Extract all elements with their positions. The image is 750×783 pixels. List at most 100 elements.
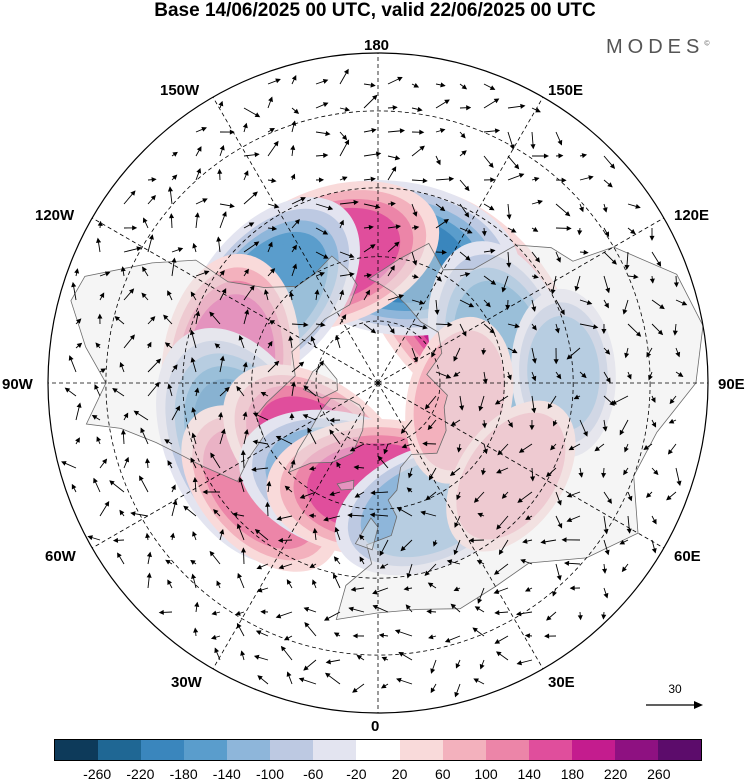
wind-vector-head — [530, 476, 536, 482]
wind-vector-head — [441, 249, 447, 255]
wind-vector-head — [490, 279, 497, 285]
wind-vector-head — [464, 212, 470, 218]
wind-vector-head — [172, 364, 178, 370]
wind-vector-head — [252, 191, 258, 197]
wind-vector-head — [275, 78, 281, 84]
land-outline — [336, 479, 355, 491]
wind-vector-head — [488, 205, 495, 211]
wind-vector-head — [516, 660, 523, 666]
wind-vector-head — [175, 405, 180, 412]
lon-label-120w: 120W — [35, 207, 75, 224]
wind-vector-head — [238, 476, 244, 483]
colorbar-swatch — [528, 740, 572, 760]
wind-vector-head — [556, 500, 562, 506]
wind-vector-head — [514, 323, 520, 329]
wind-vector-head — [167, 186, 173, 192]
wind-vector-head — [194, 387, 200, 393]
wind-vector-head — [354, 492, 361, 498]
wind-vector-head — [514, 163, 520, 170]
wind-vector-head — [465, 255, 471, 261]
wind-vector-head — [619, 539, 626, 545]
wind-vector-head — [209, 550, 215, 557]
wind-vector-head — [99, 292, 105, 298]
wind-vector-head — [593, 324, 599, 330]
wind-vector-head — [353, 199, 359, 205]
wind-vector-head — [253, 241, 260, 247]
land-outline — [354, 517, 379, 551]
wind-vector-head — [439, 206, 446, 212]
wind-vector-head — [479, 663, 485, 670]
wind-vector-head — [490, 177, 496, 183]
wind-vector-head — [141, 292, 147, 299]
wind-vector-head — [370, 328, 377, 334]
wind-vector-head — [370, 176, 376, 182]
wind-vector-head — [417, 106, 423, 112]
wind-vector-head — [146, 341, 152, 348]
reference-arrow — [646, 701, 703, 709]
wind-vector-head — [320, 322, 326, 328]
wind-vector-head — [446, 559, 453, 565]
wind-vector-head — [229, 129, 235, 135]
wind-vector-head — [424, 403, 431, 410]
wind-vector-head — [298, 677, 305, 683]
wind-vector-head — [394, 629, 401, 635]
wind-vector-head — [468, 302, 475, 308]
wind-vector-head — [104, 501, 110, 507]
wind-vector-head — [508, 422, 513, 428]
wind-vector-head — [529, 425, 535, 431]
wind-vector-head — [248, 222, 255, 228]
wind-vector-head — [520, 103, 526, 109]
wind-vector-head — [428, 474, 434, 481]
wind-vector-head — [668, 418, 675, 424]
wind-vector-head — [379, 550, 385, 557]
wind-vector-head — [145, 458, 151, 464]
wind-vector-head — [260, 609, 266, 615]
wind-vector-head — [480, 470, 487, 476]
wind-vector-head — [577, 230, 583, 236]
wind-vector-head — [666, 495, 672, 501]
wind-vector-head — [383, 448, 389, 455]
wind-vector-head — [350, 586, 357, 592]
wind-vector-head — [496, 524, 502, 530]
wind-vector-head — [359, 556, 365, 562]
wind-vector-head — [511, 348, 518, 354]
wind-vector-head — [343, 68, 349, 75]
meridian-line — [377, 382, 544, 669]
wind-vector-head — [372, 604, 379, 610]
wind-vector-head — [534, 176, 540, 182]
wind-vector-head — [579, 206, 584, 213]
wind-vector-head — [566, 354, 573, 360]
wind-vector-head — [493, 98, 500, 104]
wind-vector-head — [172, 151, 178, 157]
meridian-line — [377, 382, 664, 549]
wind-vector-head — [651, 547, 657, 554]
lon-label-30w: 30W — [171, 674, 202, 691]
wind-vector-head — [273, 140, 279, 147]
wind-vector-head — [531, 407, 537, 414]
wind-vector-head — [609, 163, 616, 169]
wind-vector-head — [365, 289, 370, 296]
wind-vector-head — [97, 313, 103, 319]
anomaly-contour — [422, 343, 497, 458]
wind-vector-head — [119, 361, 125, 368]
wind-vector-head — [493, 569, 500, 575]
wind-vector-head — [525, 586, 531, 592]
colorbar-swatch — [442, 740, 486, 760]
wind-vector-head — [273, 203, 280, 209]
wind-vector-head — [341, 134, 348, 141]
wind-vector-head — [303, 665, 309, 671]
wind-vector-head — [407, 472, 413, 479]
wind-vector-head — [466, 228, 473, 234]
wind-vector-head — [369, 512, 376, 518]
wind-vector-head — [439, 128, 446, 134]
wind-vector-head — [308, 513, 315, 519]
wind-vector-head — [290, 173, 296, 180]
wind-vector-head — [252, 439, 258, 445]
wind-vector-head — [130, 511, 136, 517]
wind-vector-head — [461, 84, 468, 90]
wind-vector-head — [190, 291, 196, 297]
wind-vector-head — [201, 126, 207, 132]
wind-vector-head — [392, 105, 398, 111]
wind-vector-head — [71, 483, 77, 490]
wind-vector-head — [550, 289, 556, 295]
